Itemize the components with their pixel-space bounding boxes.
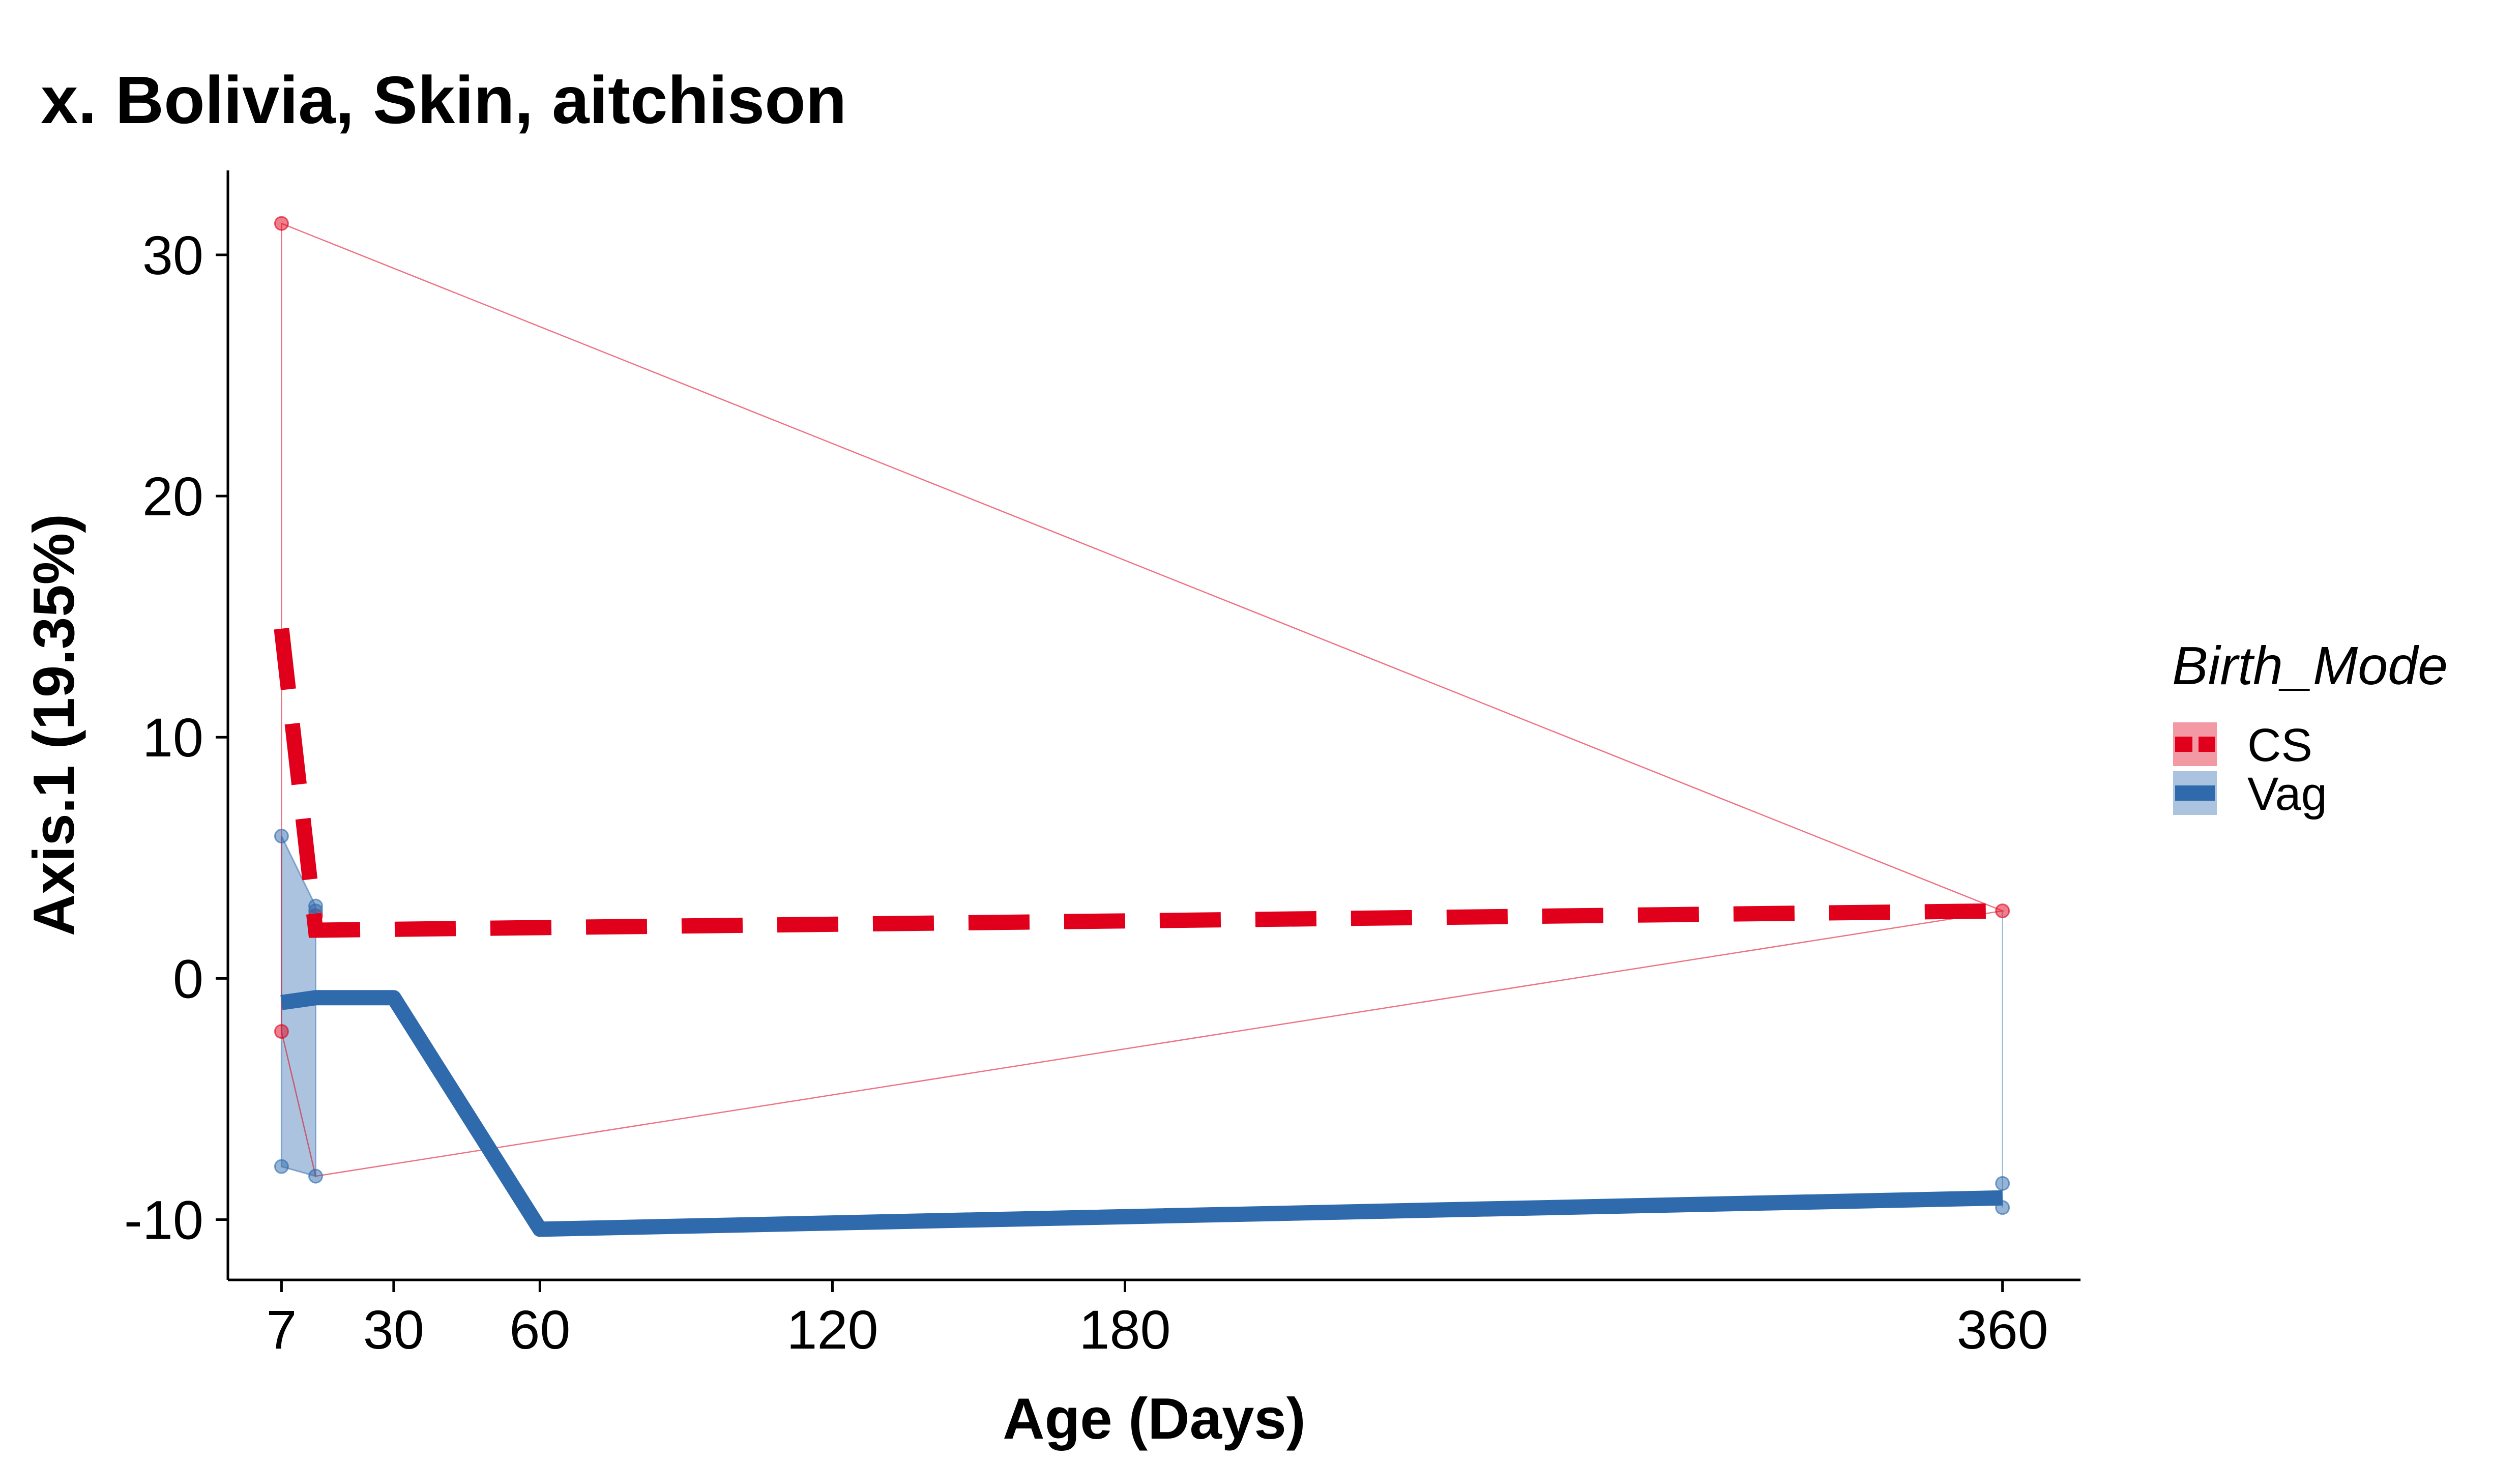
vag-line [280,990,2003,1237]
y-tick-label-20: 20 [142,465,203,527]
y-tick-label-30: 30 [142,224,203,286]
chart-title: x. Bolivia, Skin, aitchison [41,63,846,137]
vag-point-4 [308,1168,324,1184]
x-tick-label-30: 30 [363,1299,424,1360]
x-axis-ticks: 7 30 60 120 180 360 [266,1280,2048,1360]
y-tick-label-0: 0 [173,948,203,1009]
legend-item-vag: Vag [2173,768,2327,820]
legend-item-cs: CS [2173,719,2312,771]
legend: Birth_Mode CS Vag [2172,636,2448,820]
y-tick-label-10: 10 [142,707,203,768]
legend-title: Birth_Mode [2172,636,2448,696]
x-axis-title: Age (Days) [1003,1387,1306,1451]
cs-point-1 [274,1024,289,1039]
cs-point-3 [1995,903,2010,919]
plot-area [274,216,2010,1237]
cs-hull [281,222,2005,1177]
x-tick-label-7: 7 [266,1299,297,1360]
vag-point-1 [274,1159,289,1174]
x-tick-label-120: 120 [786,1299,878,1360]
legend-label-cs: CS [2247,719,2312,771]
y-axis-title: Axis.1 (19.35%) [22,514,86,936]
cs-point-0 [274,216,289,231]
legend-label-vag: Vag [2247,768,2327,820]
y-tick-label--10: -10 [124,1189,203,1250]
vag-point-0 [274,829,289,844]
cs-line [274,628,2003,938]
x-tick-label-60: 60 [509,1299,570,1360]
y-axis-ticks: -10 0 10 20 30 [124,224,228,1250]
x-tick-label-360: 360 [1957,1299,2048,1360]
x-tick-label-180: 180 [1079,1299,1170,1360]
vag-point-5 [1995,1176,2010,1191]
